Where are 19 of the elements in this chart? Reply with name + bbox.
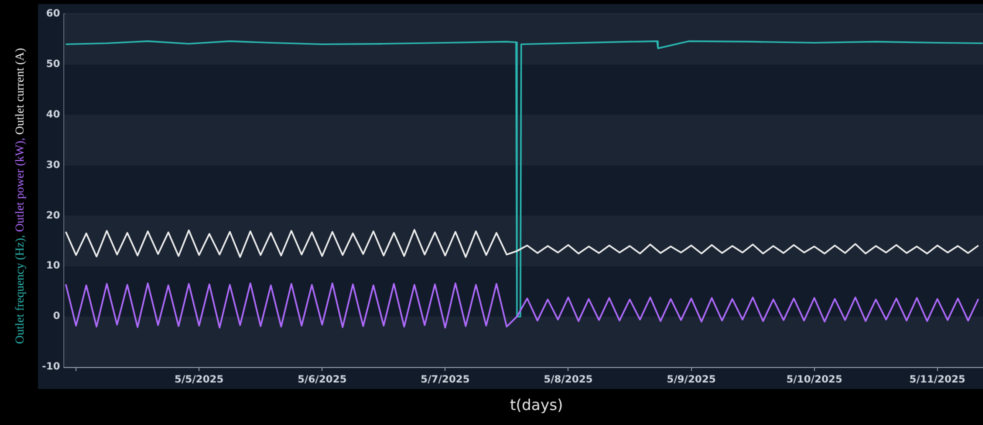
y-tick-label: 60	[46, 8, 60, 20]
y-tick-label: 40	[46, 109, 60, 120]
x-tick-label: 5/5/2025	[174, 374, 224, 386]
x-tick-label: 5/10/2025	[786, 374, 842, 386]
x-axis-title: t(days)	[510, 396, 563, 414]
y-tick-label: 50	[46, 59, 60, 70]
x-tick-label: 5/7/2025	[420, 374, 470, 386]
y-tick-label: 0	[53, 311, 60, 322]
text: Outlet power (kW),	[12, 138, 26, 234]
x-tick-label: 5/9/2025	[666, 374, 716, 386]
x-tick-label: 5/8/2025	[544, 374, 593, 386]
y-tick-label: -10	[42, 362, 60, 373]
text: Outlet frequency (Hz),	[12, 235, 26, 344]
text: Outlet current (A)	[12, 48, 26, 137]
x-tick-label: 5/11/2025	[909, 374, 966, 386]
x-tick-label: 5/6/2025	[298, 374, 347, 386]
y-tick-label: 20	[46, 210, 60, 222]
y-tick-label: 10	[46, 260, 60, 272]
y-tick-label: 30	[46, 160, 60, 171]
